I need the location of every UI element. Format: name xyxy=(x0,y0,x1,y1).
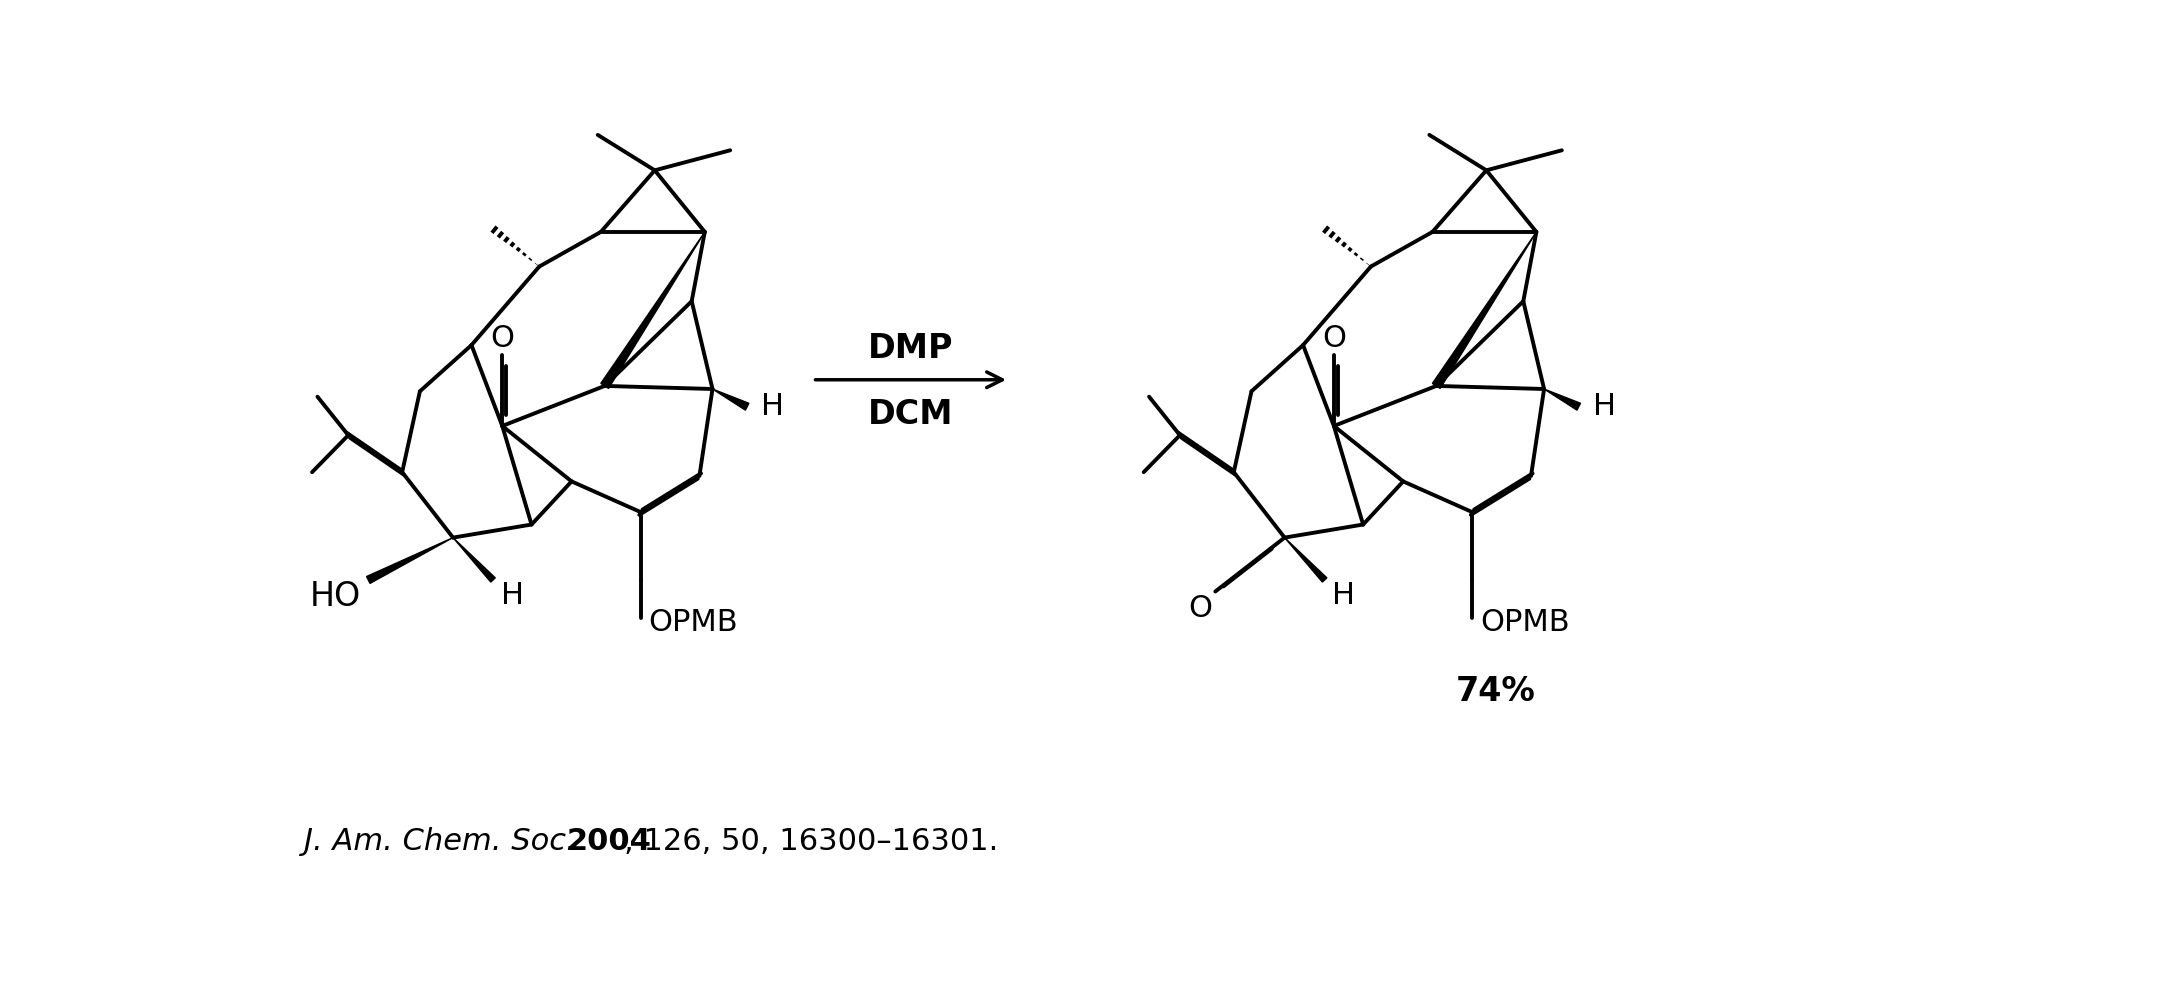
Text: O: O xyxy=(1321,323,1347,353)
Text: OPMB: OPMB xyxy=(648,607,738,637)
Text: OPMB: OPMB xyxy=(1480,607,1569,637)
Text: DCM: DCM xyxy=(868,398,953,431)
Text: H: H xyxy=(1593,392,1615,421)
Polygon shape xyxy=(453,538,496,582)
Polygon shape xyxy=(1545,389,1580,410)
Text: O: O xyxy=(1188,594,1212,623)
Text: DMP: DMP xyxy=(868,332,953,366)
Text: 2004: 2004 xyxy=(566,828,651,856)
Polygon shape xyxy=(1432,232,1536,388)
Text: H: H xyxy=(762,392,783,421)
Text: 74%: 74% xyxy=(1456,675,1536,708)
Text: H: H xyxy=(1332,581,1356,609)
Text: O: O xyxy=(490,323,514,353)
Text: , 126, 50, 16300–16301.: , 126, 50, 16300–16301. xyxy=(625,828,999,856)
Polygon shape xyxy=(601,232,705,388)
Polygon shape xyxy=(1284,538,1327,582)
Text: H: H xyxy=(500,581,524,609)
Polygon shape xyxy=(366,538,453,583)
Polygon shape xyxy=(712,389,749,410)
Text: HO: HO xyxy=(309,580,361,613)
Text: J. Am. Chem. Soc.: J. Am. Chem. Soc. xyxy=(305,828,585,856)
